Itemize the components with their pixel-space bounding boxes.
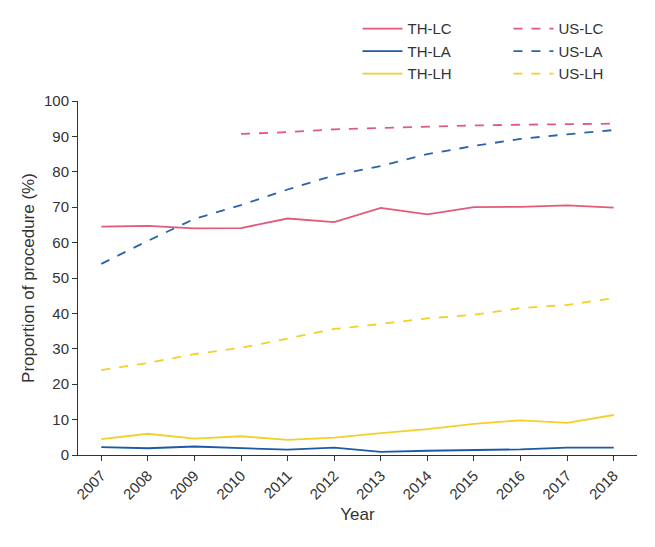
svg-text:50: 50 bbox=[52, 269, 69, 286]
svg-text:0: 0 bbox=[61, 446, 69, 463]
svg-text:Year: Year bbox=[340, 505, 375, 524]
svg-text:US-LH: US-LH bbox=[558, 65, 603, 82]
svg-text:TH-LH: TH-LH bbox=[408, 65, 452, 82]
svg-text:2010: 2010 bbox=[213, 467, 249, 503]
svg-text:2015: 2015 bbox=[446, 467, 482, 503]
svg-text:2011: 2011 bbox=[260, 467, 295, 502]
svg-text:2014: 2014 bbox=[399, 467, 435, 503]
svg-text:2013: 2013 bbox=[353, 467, 389, 503]
svg-text:Proportion of procedure (%): Proportion of procedure (%) bbox=[19, 173, 38, 383]
svg-text:20: 20 bbox=[52, 375, 69, 392]
svg-text:TH-LC: TH-LC bbox=[408, 20, 452, 37]
svg-text:US-LC: US-LC bbox=[558, 20, 603, 37]
svg-text:2008: 2008 bbox=[120, 467, 156, 503]
svg-text:40: 40 bbox=[52, 305, 69, 322]
svg-text:100: 100 bbox=[44, 92, 69, 109]
svg-text:US-LA: US-LA bbox=[558, 43, 602, 60]
svg-text:70: 70 bbox=[52, 198, 69, 215]
svg-text:10: 10 bbox=[52, 411, 69, 428]
svg-text:2009: 2009 bbox=[166, 467, 202, 503]
svg-text:30: 30 bbox=[52, 340, 69, 357]
svg-text:2012: 2012 bbox=[306, 467, 342, 503]
svg-text:80: 80 bbox=[52, 163, 69, 180]
svg-text:90: 90 bbox=[52, 128, 69, 145]
svg-text:2017: 2017 bbox=[539, 467, 575, 503]
svg-text:2007: 2007 bbox=[73, 467, 109, 503]
svg-text:TH-LA: TH-LA bbox=[408, 43, 451, 60]
svg-text:60: 60 bbox=[52, 234, 69, 251]
svg-text:2018: 2018 bbox=[586, 467, 622, 503]
svg-text:2016: 2016 bbox=[492, 467, 528, 503]
